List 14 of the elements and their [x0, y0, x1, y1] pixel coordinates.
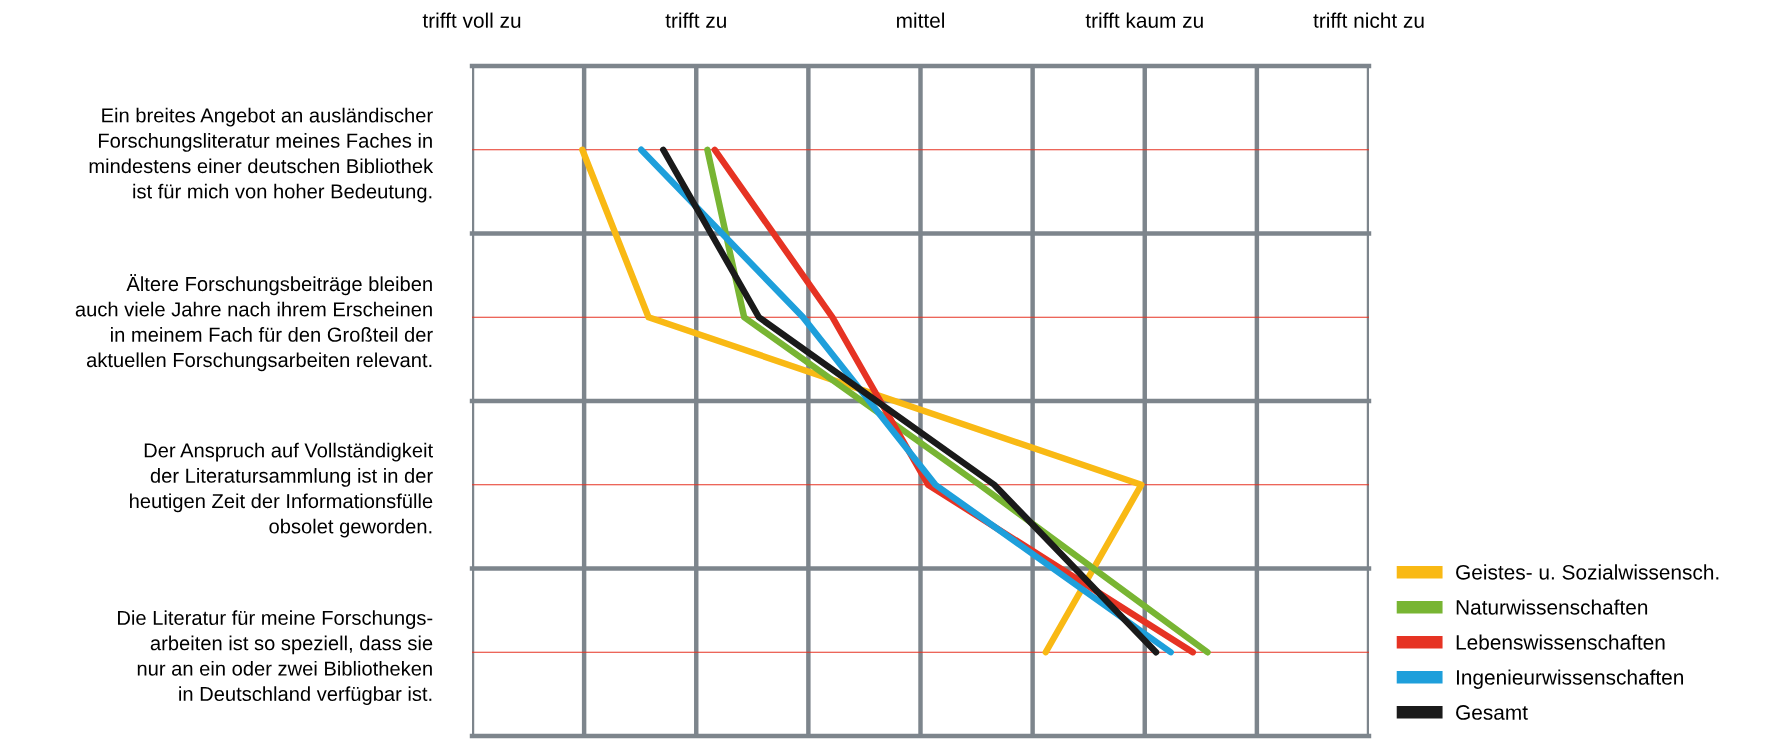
y-tick-label: Der Anspruch auf Vollständigkeit der Literatursammlung ist in der heutigen Zeit der Informationsfülle obsolet geworden. — [130, 442, 433, 538]
text: trifft zu — [665, 12, 726, 28]
text: mittel — [897, 12, 944, 28]
text: trifft voll zu — [422, 12, 521, 28]
y-tick-label: Die Literatur für meine Forschungs- arbeiten ist so speziell, dass sie nur an ein oder zwei Bibliotheken in Deutschland verfügbar ist. — [118, 610, 433, 706]
y-tick-label: Ältere Forschungsbeiträge bleiben auch viele Jahre nach ihrem Erscheinen in meinem Fach für den Großteil der aktuellen Forschungsarbeiten relevant. — [75, 274, 433, 372]
y-tick-label: Ein breites Angebot an ausländischer Forschungsliteratur meines Faches in mindestens einer deutschen Bibliothek ist für mich von hoher Bedeutung. — [89, 107, 434, 203]
legend-label: Naturwissenschaften — [1456, 599, 1648, 615]
legend-label: Gesamt — [1456, 705, 1528, 720]
legend-label: Geistes- u. Sozialwissensch. — [1456, 564, 1719, 580]
text: trifft kaum zu — [1085, 12, 1203, 28]
text: trifft nicht zu — [1313, 12, 1424, 28]
legend-label: Lebenswissenschaften — [1456, 634, 1665, 650]
legend-label: Ingenieurwissenschaften — [1456, 669, 1684, 689]
